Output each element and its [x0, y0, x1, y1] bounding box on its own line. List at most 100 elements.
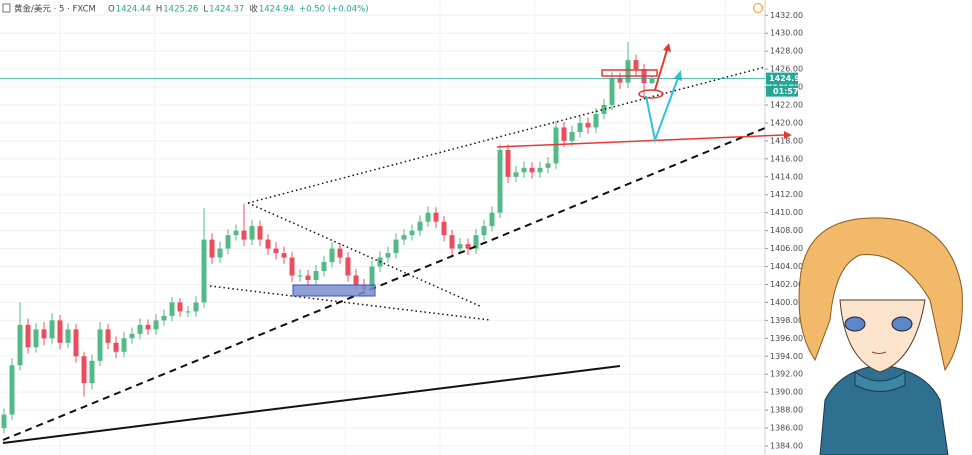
- y-tick-label: 1418.00: [770, 136, 803, 145]
- arrow-head: [784, 131, 792, 139]
- candle-body: [185, 311, 191, 313]
- field-label: O: [108, 5, 115, 15]
- trend-line: [2, 127, 766, 441]
- y-tick-label: 1402.00: [770, 280, 803, 289]
- candle-body: [225, 235, 231, 249]
- candle-body: [401, 235, 407, 240]
- candle-body: [281, 253, 287, 258]
- candle-body: [33, 329, 39, 348]
- candle-body: [177, 302, 183, 312]
- candle-body: [41, 329, 47, 339]
- candle-body: [585, 122, 591, 128]
- candle-body: [561, 127, 567, 141]
- candle-body: [145, 324, 151, 330]
- grid: [0, 0, 765, 455]
- field-value: 1424.37: [209, 5, 244, 15]
- candle-body: [257, 226, 263, 240]
- field-label: H: [156, 5, 162, 15]
- y-tick-label: 1408.00: [770, 226, 803, 235]
- candle-body: [201, 239, 207, 303]
- candle-body: [577, 122, 583, 132]
- candle-body: [89, 360, 95, 384]
- y-tick-label: 1420.00: [770, 118, 803, 127]
- candle-body: [505, 149, 511, 177]
- candle-body: [449, 235, 455, 249]
- symbol: 黄金/美元 · 5 · FXCM: [14, 4, 96, 15]
- y-tick-label: 1410.00: [770, 208, 803, 217]
- candle-body: [569, 131, 575, 141]
- candle-body: [193, 302, 199, 312]
- y-tick-label: 1394.00: [770, 352, 803, 361]
- candle-body: [273, 248, 279, 254]
- candle-body: [1, 414, 7, 429]
- field-value: 1424.94: [259, 5, 294, 15]
- illustration: [798, 217, 963, 455]
- candle-body: [305, 275, 311, 280]
- candle-body: [313, 271, 319, 280]
- candle-body: [49, 320, 55, 339]
- candle-body: [625, 60, 631, 83]
- candle-body: [345, 257, 351, 276]
- candle-body: [393, 239, 399, 254]
- y-tick-label: 1406.00: [770, 244, 803, 253]
- change: +0.50 (+0.04%): [299, 5, 369, 15]
- candle-body: [241, 230, 247, 240]
- candle-body: [537, 167, 543, 173]
- candle-body: [465, 244, 471, 249]
- candle-body: [601, 105, 607, 114]
- candle-body: [425, 212, 431, 222]
- candle-body: [513, 172, 519, 177]
- candle-body: [337, 248, 343, 258]
- candle-body: [113, 342, 119, 352]
- candle-body: [521, 167, 527, 173]
- candle-body: [489, 212, 495, 227]
- candle-body: [417, 221, 423, 231]
- candle-body: [545, 163, 551, 168]
- candle-body: [649, 78, 655, 84]
- ohlc: O 1424.44 H 1425.26 L 1424.37 收 1424.94: [108, 4, 294, 15]
- y-tick-label: 1396.00: [770, 334, 803, 343]
- candle-body: [217, 248, 223, 258]
- candle-body: [25, 324, 31, 348]
- candle-body: [153, 320, 159, 330]
- candle-body: [617, 78, 623, 83]
- ellipse: [638, 89, 664, 99]
- y-tick-label: 1386.00: [770, 424, 803, 433]
- candle-body: [593, 113, 599, 128]
- candle-body: [289, 257, 295, 276]
- candle-body: [57, 320, 63, 343]
- zone: [292, 284, 376, 297]
- candle-body: [353, 275, 359, 285]
- y-tick-label: 1426.00: [770, 65, 803, 74]
- candle-body: [73, 329, 79, 357]
- candle-body: [161, 315, 167, 321]
- candle-body: [529, 167, 535, 173]
- zone: [601, 69, 658, 77]
- candle-body: [65, 329, 71, 343]
- candle-body: [249, 226, 255, 240]
- last-price-label: 1424.94: [769, 74, 806, 83]
- candle-body: [169, 302, 175, 316]
- candle-body: [321, 262, 327, 272]
- y-tick-label: 1384.00: [770, 442, 803, 451]
- y-tick-label: 1430.00: [770, 29, 803, 38]
- candle-body: [265, 239, 271, 249]
- price-axis: 1384.00 1386.00 1388.00 1390.00 1392.00 1394.…: [765, 11, 803, 451]
- countdown: 01:57: [773, 87, 798, 96]
- field-value: 1425.26: [163, 5, 198, 15]
- alert-icon: [753, 3, 763, 13]
- y-tick-label: 1400.00: [770, 298, 803, 307]
- last-price-box: [766, 72, 798, 85]
- candle-body: [233, 230, 239, 236]
- arrow-head: [663, 43, 671, 52]
- y-tick-label: 1388.00: [770, 406, 803, 415]
- y-tick-label: 1422.00: [770, 101, 803, 110]
- candle-body: [9, 365, 15, 415]
- arrow-line: [496, 134, 785, 148]
- arrow-line: [645, 77, 679, 144]
- y-tick-label: 1398.00: [770, 316, 803, 325]
- field-value: 1424.44: [116, 5, 151, 15]
- candle-body: [97, 329, 103, 361]
- candle-body: [329, 248, 335, 263]
